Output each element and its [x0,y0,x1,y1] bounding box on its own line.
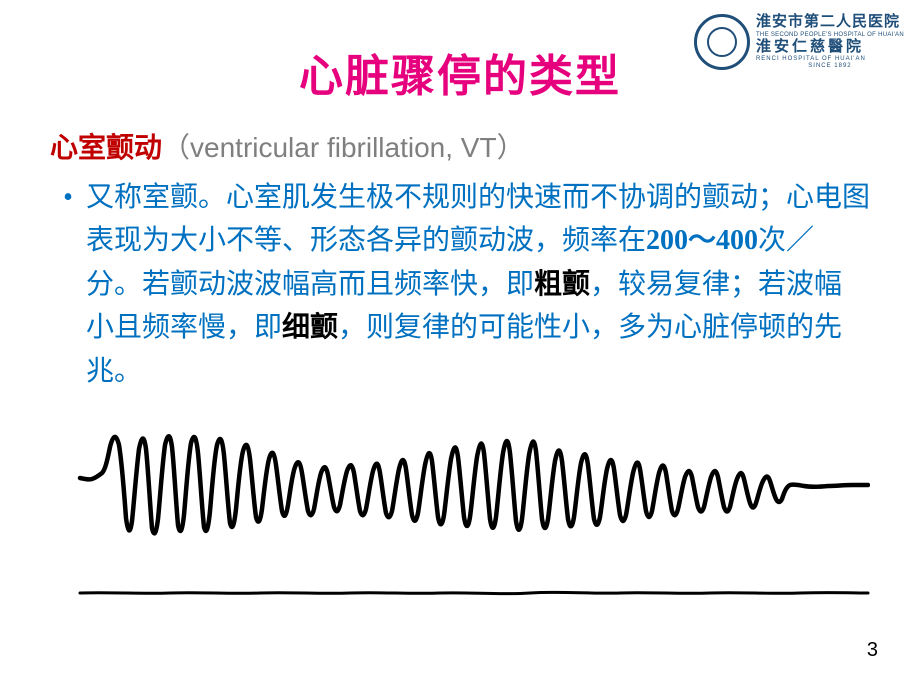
hospital-name-en1: THE SECOND PEOPLE'S HOSPITAL OF HUAI'AN [756,32,904,39]
seal-inner-icon [707,27,737,57]
hospital-name-cn1: 淮安市第二人民医院 [756,14,904,31]
ecg-coarse-wave [80,436,868,533]
emph-coarse: 粗颤 [534,269,590,300]
hospital-name-cn2: 淮安仁慈醫院 [756,39,904,56]
bullet-icon: • [50,176,86,393]
hospital-name-block: 淮安市第二人民医院 THE SECOND PEOPLE'S HOSPITAL O… [756,14,904,69]
bullet-text: 又称室颤。心室肌发生极不规则的快速而不协调的颤动；心电图表现为大小不等、形态各异… [86,176,870,393]
hospital-name-en2: RENCI HOSPITAL OF HUAI'AN [756,56,904,63]
ecg-fine-wave [80,592,868,593]
emph-rate: 200～400 [646,225,758,256]
hospital-logo: 淮安市第二人民医院 THE SECOND PEOPLE'S HOSPITAL O… [694,14,904,70]
ecg-svg [70,423,870,623]
term-chinese: 心室颤动 [50,133,162,164]
ecg-figure [50,423,870,623]
hospital-since: SINCE 1892 [756,63,904,70]
body-paragraph: • 又称室颤。心室肌发生极不规则的快速而不协调的颤动；心电图表现为大小不等、形态… [50,176,870,393]
term-english: （ventricular fibrillation, VT） [162,132,525,163]
page-number: 3 [867,639,878,662]
hospital-seal-icon [694,14,750,70]
slide-container: 淮安市第二人民医院 THE SECOND PEOPLE'S HOSPITAL O… [0,0,920,690]
subtitle-row: 心室颤动（ventricular fibrillation, VT） [50,126,870,166]
emph-fine: 细颤 [282,312,338,343]
